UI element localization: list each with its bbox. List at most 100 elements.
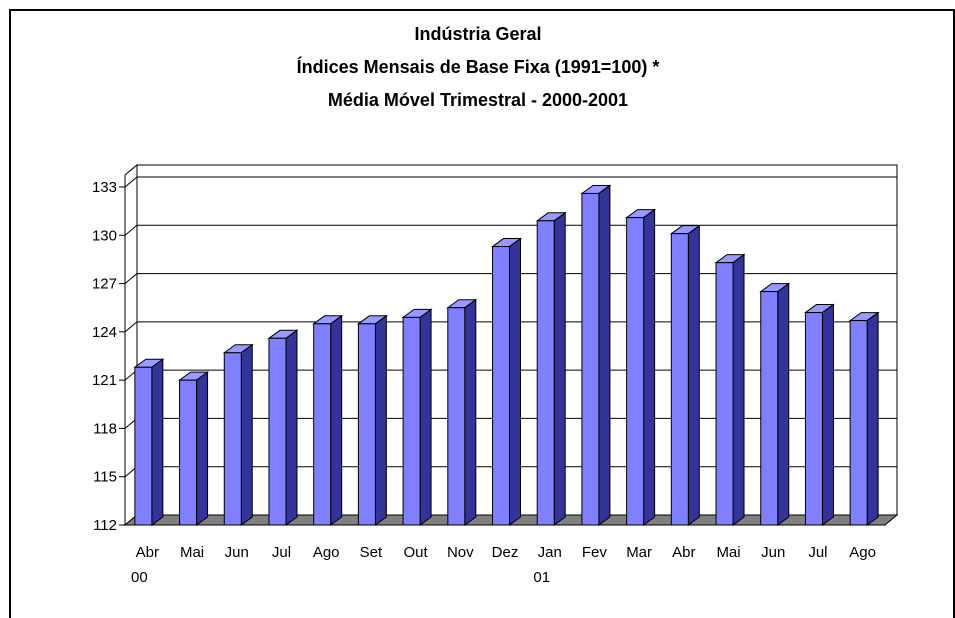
bar xyxy=(222,343,254,526)
y-tick-label: 124 xyxy=(92,324,117,341)
y-tick-label: 130 xyxy=(92,227,117,244)
grid-line xyxy=(124,176,138,188)
x-tick-label-line: Set xyxy=(360,544,383,561)
y-tick-label: 127 xyxy=(92,276,117,293)
x-tick-label-line: Mai xyxy=(716,544,740,561)
x-tick-label: Fev xyxy=(582,544,608,561)
bar-side xyxy=(374,314,387,526)
x-tick-label-line: Out xyxy=(403,544,428,561)
bar-side xyxy=(777,282,790,526)
bar xyxy=(267,329,299,526)
y-tick-label: 121 xyxy=(92,372,117,389)
x-tick-label-line: Ago xyxy=(313,544,340,561)
bar-side xyxy=(687,224,700,526)
x-tick-label-line: 00 xyxy=(131,569,148,586)
x-tick-label-line: Mar xyxy=(626,544,652,561)
bar-side xyxy=(598,184,611,526)
x-tick-label-line: Abr xyxy=(672,544,695,561)
bar-front xyxy=(626,217,645,526)
x-tick-label: Nov xyxy=(447,544,474,561)
grid-line xyxy=(124,224,138,236)
bar xyxy=(714,253,746,526)
y-tick-label: 112 xyxy=(93,517,117,534)
bar xyxy=(669,224,701,526)
bar-side xyxy=(464,298,477,526)
x-tick-label: Out xyxy=(403,544,428,561)
bar xyxy=(848,311,880,526)
x-tick-label-line: Jun xyxy=(225,544,249,561)
bar xyxy=(446,298,478,526)
bar-side xyxy=(196,371,209,526)
bar xyxy=(401,308,433,526)
bar-side xyxy=(285,329,298,526)
bar-side xyxy=(509,237,521,526)
x-tick-label-line: Abr xyxy=(136,544,159,561)
bar xyxy=(133,358,165,526)
bar-front xyxy=(313,323,332,526)
bar-side xyxy=(821,303,834,526)
bar xyxy=(580,184,612,526)
x-tick-label-line: Jul xyxy=(808,544,827,561)
bar-side xyxy=(330,314,343,526)
x-tick-label-line: Nov xyxy=(447,544,474,561)
bar xyxy=(759,282,791,526)
x-tick-label: Mai xyxy=(180,544,204,561)
x-tick-label: Jun xyxy=(225,544,249,561)
bar-front xyxy=(223,352,242,526)
x-tick-label: Jun xyxy=(761,544,785,561)
bar xyxy=(535,211,567,526)
x-tick-label-line: 01 xyxy=(533,569,550,586)
bar xyxy=(490,237,523,526)
chart-title: Indústria Geral xyxy=(414,24,541,44)
y-tick-label: 133 xyxy=(92,179,117,196)
bar xyxy=(625,208,657,526)
bar-front xyxy=(179,379,198,526)
bar-front xyxy=(134,366,153,526)
x-tick-label: Jul xyxy=(272,544,291,561)
bar-front xyxy=(760,291,779,526)
bar-side xyxy=(553,211,566,526)
x-tick-label: Jan 01 xyxy=(533,544,561,586)
bar-front xyxy=(715,262,734,526)
x-tick-label-line: Jun xyxy=(761,544,785,561)
x-tick-label: Ago xyxy=(313,544,340,561)
x-tick-label: Abr 00 xyxy=(131,544,159,586)
bar-front xyxy=(268,337,287,526)
grid-line xyxy=(124,273,138,284)
x-tick-label-line: Ago xyxy=(849,544,876,561)
bar-side xyxy=(419,308,432,526)
x-tick-label-line: Fev xyxy=(582,544,608,561)
bar-front xyxy=(804,312,823,526)
bar xyxy=(803,303,835,526)
grid-line xyxy=(124,321,138,333)
bar-front xyxy=(849,320,868,526)
bar xyxy=(178,371,210,526)
bar-front xyxy=(357,323,376,526)
bar xyxy=(312,314,344,526)
chart-subtitle: Média Móvel Trimestral - 2000-2001 xyxy=(328,90,628,110)
x-tick-label: Abr xyxy=(672,544,695,561)
x-tick-label-line: Jan xyxy=(538,544,562,561)
x-tick-label: Dez xyxy=(492,544,519,561)
chart-subtitle: Índices Mensais de Base Fixa (1991=100) … xyxy=(297,56,660,77)
bar-front xyxy=(670,233,689,526)
bar-front xyxy=(536,220,555,526)
bar-front xyxy=(581,192,600,526)
x-tick-label: Set xyxy=(360,544,383,561)
bar-side xyxy=(866,311,879,526)
bar xyxy=(356,314,388,526)
x-tick-label: Mar xyxy=(626,544,652,561)
bar-front xyxy=(447,307,466,526)
bar-side xyxy=(643,208,656,526)
bar-side xyxy=(151,358,164,526)
x-tick-label: Ago xyxy=(849,544,876,561)
y-tick-label: 115 xyxy=(93,469,117,486)
x-tick-label: Jul xyxy=(808,544,827,561)
bar-side xyxy=(240,343,253,526)
bar-side xyxy=(732,253,745,526)
x-tick-label-line: Mai xyxy=(180,544,204,561)
y-tick-label: 118 xyxy=(93,420,117,437)
x-tick-label-line: Dez xyxy=(492,544,519,561)
x-tick-label-line: Jul xyxy=(272,544,291,561)
